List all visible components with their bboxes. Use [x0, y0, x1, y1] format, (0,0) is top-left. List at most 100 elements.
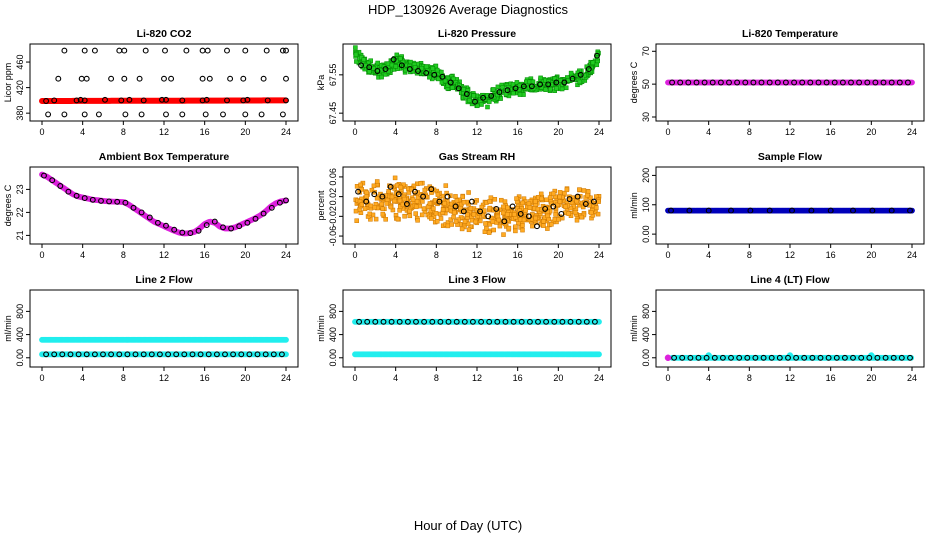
- data-point: [825, 354, 832, 361]
- data-point: [461, 318, 468, 325]
- data-point: [898, 354, 905, 361]
- y-tick-label: 400: [328, 327, 338, 342]
- data-point: [864, 79, 871, 86]
- x-tick-label: 24: [907, 127, 917, 137]
- data-point: [502, 199, 508, 204]
- data-point: [541, 219, 546, 224]
- data-point: [138, 209, 145, 216]
- data-point: [434, 219, 440, 224]
- data-point: [436, 198, 443, 205]
- data-point: [122, 111, 129, 118]
- data-point: [359, 202, 365, 207]
- data-point: [513, 228, 518, 234]
- data-point: [363, 198, 370, 205]
- data-point: [57, 183, 64, 189]
- data-point: [789, 207, 795, 214]
- x-tick-label: 0: [352, 373, 357, 383]
- data-point: [541, 223, 546, 228]
- data-point: [550, 203, 557, 210]
- data-point: [371, 191, 378, 198]
- data-point: [574, 193, 581, 200]
- data-point: [380, 206, 385, 212]
- data-point: [205, 351, 212, 358]
- x-tick-label: 16: [513, 373, 523, 383]
- data-point: [833, 354, 840, 361]
- data-point: [539, 207, 545, 212]
- data-point: [677, 79, 684, 86]
- x-tick-label: 8: [121, 250, 126, 260]
- data-point: [448, 193, 453, 198]
- data-point: [91, 351, 98, 358]
- series-sample-flow-avg: [668, 207, 913, 214]
- data-point: [466, 227, 472, 233]
- data-point: [354, 59, 359, 64]
- data-point: [548, 86, 553, 92]
- y-tick-label: 800: [641, 304, 651, 319]
- data-point: [211, 218, 218, 225]
- data-point: [181, 351, 188, 358]
- data-point: [407, 208, 412, 214]
- data-point: [83, 351, 90, 358]
- data-point: [866, 354, 873, 361]
- data-point: [585, 192, 590, 198]
- data-point: [465, 212, 470, 217]
- data-point: [595, 211, 601, 217]
- x-tick-label: 4: [706, 127, 711, 137]
- x-tick-label: 16: [826, 127, 836, 137]
- data-point: [240, 75, 247, 82]
- data-point: [371, 183, 377, 189]
- x-tick-label: 24: [281, 373, 291, 383]
- data-point: [451, 214, 456, 220]
- x-tick-label: 8: [434, 373, 439, 383]
- data-point: [582, 201, 589, 207]
- data-point: [279, 111, 286, 118]
- data-point: [687, 354, 694, 361]
- x-tick-label: 12: [785, 250, 795, 260]
- data-point: [173, 351, 180, 358]
- data-point: [199, 75, 206, 82]
- data-point: [204, 47, 211, 54]
- data-point: [509, 203, 516, 210]
- data-point: [766, 207, 773, 214]
- data-point: [140, 351, 147, 358]
- data-point: [549, 222, 554, 227]
- data-point: [435, 192, 441, 197]
- data-point: [388, 318, 395, 325]
- data-point: [372, 318, 379, 325]
- data-point: [909, 79, 915, 86]
- data-point: [823, 79, 830, 86]
- data-point: [398, 184, 404, 190]
- data-point: [163, 222, 169, 229]
- x-tick-label: 16: [826, 250, 836, 260]
- data-point: [501, 232, 506, 237]
- data-point: [848, 79, 854, 86]
- data-point: [559, 318, 566, 325]
- data-point: [466, 190, 471, 195]
- x-tick-label: 16: [513, 250, 523, 260]
- data-point: [502, 318, 509, 325]
- data-point: [213, 351, 220, 358]
- data-point: [487, 99, 492, 104]
- data-point: [374, 68, 381, 74]
- data-point: [283, 336, 289, 343]
- x-tick-label: 0: [39, 127, 44, 137]
- y-tick-label: 67.55: [328, 64, 338, 87]
- data-point: [564, 187, 570, 193]
- data-point: [389, 194, 395, 200]
- data-point: [590, 198, 597, 205]
- data-point: [538, 75, 543, 81]
- data-point: [415, 68, 421, 74]
- x-tick-label: 4: [80, 373, 85, 383]
- data-point: [392, 175, 398, 181]
- data-point: [364, 190, 369, 195]
- data-point: [394, 183, 400, 188]
- data-point: [421, 206, 427, 212]
- series-pressure-avg: [358, 52, 600, 105]
- data-point: [594, 62, 600, 68]
- data-point: [579, 214, 584, 220]
- data-point: [907, 354, 913, 361]
- data-point: [437, 318, 444, 325]
- y-tick-label: 50: [641, 79, 651, 89]
- data-point: [514, 206, 520, 211]
- data-point: [471, 212, 477, 217]
